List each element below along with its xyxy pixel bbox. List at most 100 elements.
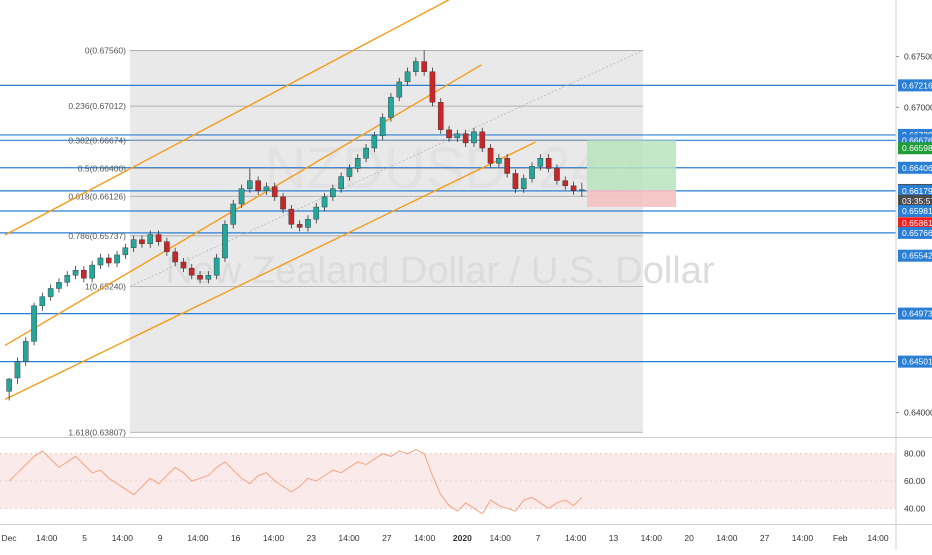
candle: [197, 271, 203, 284]
time-axis-label: 14:00: [36, 533, 58, 543]
price-label-text: 0.64973: [902, 309, 932, 319]
candle-body: [379, 117, 386, 137]
price-axis-label: 0.64501: [898, 355, 932, 368]
price-label-bg: [898, 194, 932, 207]
price-label-text: 0.66179: [902, 186, 932, 196]
fibonacci-level-label: 0.5(0.66400): [78, 163, 126, 173]
candle-body: [197, 275, 203, 280]
price-label-bg: [898, 79, 932, 92]
candle: [388, 93, 394, 122]
time-axis-label: 2020: [453, 533, 472, 543]
candle-body: [213, 257, 220, 276]
candle: [363, 143, 369, 163]
time-axis-label: 14:00: [187, 533, 209, 543]
candle-body: [313, 206, 320, 220]
candle-body: [155, 234, 162, 242]
fibonacci-level-label: 1.618(0.63807): [68, 427, 126, 437]
price-label-bg: [898, 217, 932, 230]
candle: [396, 77, 403, 102]
time-axis-label: 14:00: [867, 533, 889, 543]
price-label-text: 0.64000: [904, 408, 932, 418]
candle: [487, 143, 494, 168]
candle: [537, 154, 544, 171]
candle-body: [247, 180, 253, 189]
candle: [164, 237, 170, 256]
candle: [14, 357, 21, 385]
candle-body: [462, 133, 469, 144]
candle-body: [363, 147, 369, 159]
candle-body: [130, 239, 137, 248]
price-label-text: 0.64501: [902, 357, 932, 367]
candle: [379, 113, 386, 140]
price-label-text: 0.66676: [902, 135, 932, 145]
candle: [305, 215, 311, 232]
candle-body: [537, 158, 544, 167]
candle: [139, 235, 145, 248]
candle: [504, 154, 510, 178]
candle-body: [89, 264, 95, 279]
price-label-text: 0.65861: [902, 218, 932, 228]
price-axis-label: 0.65542: [898, 249, 932, 262]
candle: [255, 176, 261, 195]
candle-body: [570, 185, 577, 191]
candle-body: [512, 173, 519, 189]
candle: [437, 98, 444, 134]
price-axis-label: 0.65981: [898, 205, 932, 218]
candle: [147, 230, 154, 248]
candle-body: [454, 133, 461, 139]
price-label-text: 0.65766: [902, 228, 932, 238]
candle-body: [81, 269, 87, 279]
price-axis-label: 0.65861: [898, 217, 932, 230]
time-axis-label: 14:00: [641, 533, 663, 543]
price-axis-label: 0.66406: [898, 161, 932, 174]
candle: [105, 253, 112, 268]
candle: [338, 172, 344, 193]
price-label-text: 0.66598: [902, 143, 932, 153]
price-label-bg: [898, 249, 932, 262]
price-label-bg: [898, 142, 932, 155]
candle: [56, 278, 62, 293]
price-label-text: 0.67000: [904, 102, 932, 112]
time-axis-label: 20: [684, 533, 694, 543]
candle-body: [205, 275, 212, 280]
candle: [238, 184, 245, 209]
price-label-bg: [898, 161, 932, 174]
price-axis-label: 0.64000: [896, 408, 932, 418]
candle: [462, 129, 469, 148]
candle: [172, 247, 178, 267]
candle: [39, 292, 46, 311]
candle: [122, 243, 129, 259]
candle: [545, 154, 552, 173]
candle-body: [446, 129, 452, 139]
time-axis-label: 14:00: [792, 533, 814, 543]
price-label-text: 0.65542: [902, 251, 932, 261]
fibonacci-level-label: 0(0.67560): [85, 45, 126, 55]
candle-body: [105, 257, 112, 264]
candle-body: [305, 219, 311, 228]
candle-body: [22, 341, 29, 362]
candle: [64, 271, 71, 287]
candle-body: [14, 361, 21, 379]
candle: [570, 181, 577, 195]
candle: [205, 271, 212, 284]
price-label-bg: [898, 226, 932, 239]
price-label-text: 0.66406: [902, 163, 932, 173]
candle: [213, 253, 220, 280]
fibonacci-level-label: 0.786(0.65737): [68, 231, 126, 241]
candle: [288, 205, 295, 229]
candle-body: [479, 131, 486, 149]
candle-body: [421, 61, 427, 72]
candle-body: [413, 61, 419, 72]
time-axis-label: 9: [158, 533, 163, 543]
candle: [230, 199, 237, 229]
candle: [346, 164, 353, 181]
candle: [130, 235, 137, 252]
price-label-bg: [898, 205, 932, 218]
candle: [512, 169, 519, 193]
channel-line: [4, 141, 536, 401]
fibonacci-level-label: 0.618(0.66126): [68, 191, 126, 201]
price-axis-label: 0.64973: [898, 307, 932, 320]
time-axis-label: 14:00: [490, 533, 512, 543]
candle: [313, 202, 320, 224]
